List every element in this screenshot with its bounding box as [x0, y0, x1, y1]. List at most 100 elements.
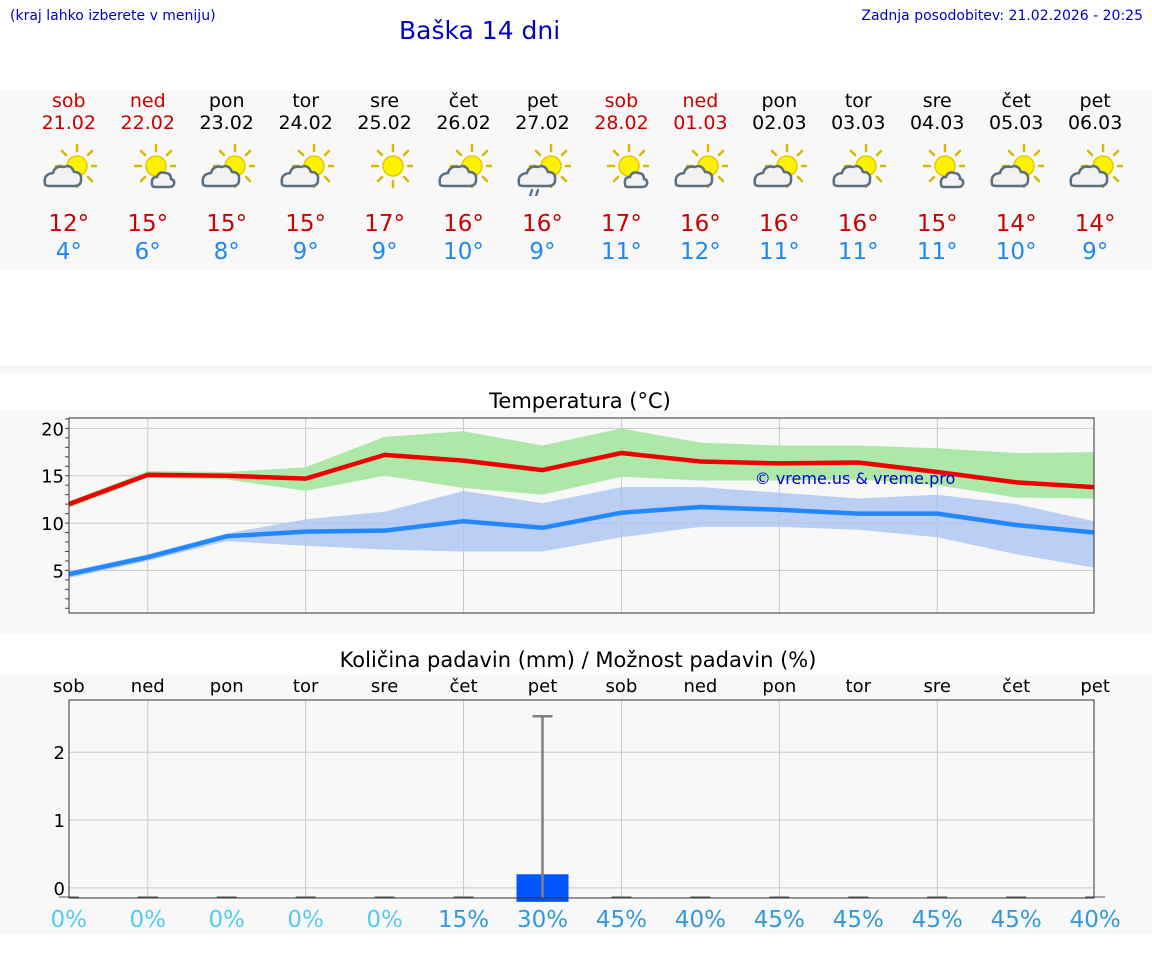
precip-probability: 40% — [1070, 907, 1121, 933]
day-date: 01.03 — [673, 112, 728, 134]
day-name: čet — [1001, 90, 1031, 112]
rain-shower-icon-graphic — [515, 140, 571, 198]
precip-day-label: sre — [371, 676, 398, 697]
day-column: čet 05.03 14° 10° — [971, 90, 1061, 266]
precip-chart: 0 1 2 sob ned pon tor sre čet pet sob ned pon tor sre č… — [51, 676, 1121, 933]
day-date: 06.03 — [1067, 112, 1123, 134]
raindrop — [528, 188, 533, 198]
min-temp: 9° — [292, 239, 319, 265]
precip-day-label: čet — [1002, 676, 1030, 697]
precip-day-label: sre — [924, 676, 951, 697]
min-temp: 4° — [55, 239, 82, 265]
min-temp: 9° — [371, 239, 398, 265]
precip-title-text: Količina padavin (mm) / Možnost padavin … — [340, 648, 817, 672]
day-column: ned 22.02 15° 6° — [103, 90, 193, 266]
temperature-title-text: Temperatura (°C) — [488, 389, 671, 413]
precip-day-label: čet — [450, 676, 478, 697]
partly-cloudy-icon — [830, 140, 886, 196]
day-name: ned — [682, 90, 719, 112]
y-tick-label: 0 — [54, 879, 65, 900]
min-temp: 9° — [1082, 239, 1109, 265]
precip-probability: 45% — [912, 907, 963, 933]
precip-probability: 0% — [130, 907, 167, 933]
y-tick-label: 5 — [53, 561, 64, 582]
max-temp: 15° — [206, 211, 248, 237]
watermark-text: © vreme.us & vreme.pro — [755, 469, 956, 488]
precip-chart-title: Količina padavin (mm) / Možnost padavin … — [340, 648, 817, 672]
max-temp: 16° — [680, 211, 721, 237]
max-temp: 15° — [127, 211, 169, 237]
day-column: sob 21.02 12° 4° — [24, 90, 114, 266]
y-tick-label: 2 — [54, 743, 65, 764]
y-tick-label: 20 — [41, 419, 64, 440]
min-temp: 8° — [213, 239, 240, 265]
day-date: 05.03 — [988, 112, 1044, 134]
precip-probability: 45% — [754, 907, 805, 933]
day-date: 27.02 — [515, 112, 570, 134]
precip-probability: 0% — [366, 907, 403, 933]
day-column: sre 04.03 15° 11° — [892, 90, 982, 266]
raindrop — [534, 188, 539, 198]
min-temp: 11° — [758, 239, 800, 265]
day-date: 24.02 — [278, 112, 333, 134]
precip-day-label: pet — [528, 676, 558, 697]
partly-cloudy-icon — [988, 140, 1044, 196]
page-title: Baška 14 dni — [399, 16, 561, 45]
partly-cloudy-icon-graphic — [436, 140, 492, 196]
day-date: 04.03 — [910, 112, 965, 134]
partly-cloudy-icon-graphic — [988, 140, 1044, 196]
plot-area — [69, 700, 1094, 898]
day-column: pet 27.02 16° 9° — [498, 90, 588, 266]
temperature-chart-title: Temperatura (°C) — [488, 389, 671, 413]
precip-probability: 15% — [438, 907, 489, 933]
day-name: sob — [604, 90, 639, 112]
day-date: 03.03 — [831, 112, 886, 134]
day-column: čet 26.02 16° 10° — [419, 90, 509, 266]
precip-day-label: sob — [606, 676, 638, 697]
partly-cloudy-icon — [436, 140, 492, 196]
precip-day-label: tor — [293, 676, 319, 697]
min-temp: 12° — [680, 239, 721, 265]
day-column: pon 02.03 16° 11° — [734, 90, 824, 266]
sun-small-cloud-icon — [120, 140, 176, 196]
y-tick-label: 15 — [41, 467, 64, 488]
partly-cloudy-icon — [1067, 140, 1123, 196]
day-column: ned 01.03 16° 12° — [655, 90, 745, 266]
partly-cloudy-icon-graphic — [1067, 140, 1123, 196]
min-temp: 11° — [601, 239, 642, 265]
max-temp: 14° — [995, 211, 1037, 237]
min-temp-range-band — [69, 487, 1094, 578]
partly-cloudy-icon-graphic — [199, 140, 255, 196]
partly-cloudy-icon — [278, 140, 334, 196]
location-hint: (kraj lahko izberete v meniju) — [10, 8, 216, 24]
day-date: 23.02 — [199, 112, 254, 134]
partly-cloudy-icon-graphic — [672, 140, 728, 196]
separator-band — [0, 365, 1152, 373]
precip-day-label: ned — [683, 676, 717, 697]
max-temp-range-band — [69, 428, 1094, 508]
day-date: 02.03 — [752, 112, 807, 134]
min-temp: 10° — [443, 239, 484, 265]
precip-probability: 0% — [287, 907, 324, 933]
sun-small-cloud-icon — [593, 140, 649, 196]
max-temp: 15° — [916, 211, 958, 237]
max-temp: 12° — [48, 211, 90, 237]
max-temp: 14° — [1074, 211, 1116, 237]
precip-probability: 0% — [51, 907, 88, 933]
day-name: tor — [292, 90, 320, 112]
day-date: 26.02 — [436, 112, 491, 134]
partly-cloudy-icon — [751, 140, 807, 196]
day-name: ned — [129, 90, 166, 112]
partly-cloudy-icon — [41, 140, 97, 196]
partly-cloudy-icon-graphic — [751, 140, 807, 196]
sun-icon-graphic — [357, 140, 413, 196]
day-column: tor 03.03 16° 11° — [813, 90, 903, 266]
max-temp: 15° — [285, 211, 327, 237]
max-temp: 17° — [364, 211, 405, 237]
precip-probability: 45% — [833, 907, 884, 933]
min-temp: 9° — [529, 239, 556, 265]
day-date: 25.02 — [357, 112, 412, 134]
partly-cloudy-icon — [672, 140, 728, 196]
day-date: 22.02 — [120, 112, 175, 134]
day-name: pet — [526, 90, 559, 112]
